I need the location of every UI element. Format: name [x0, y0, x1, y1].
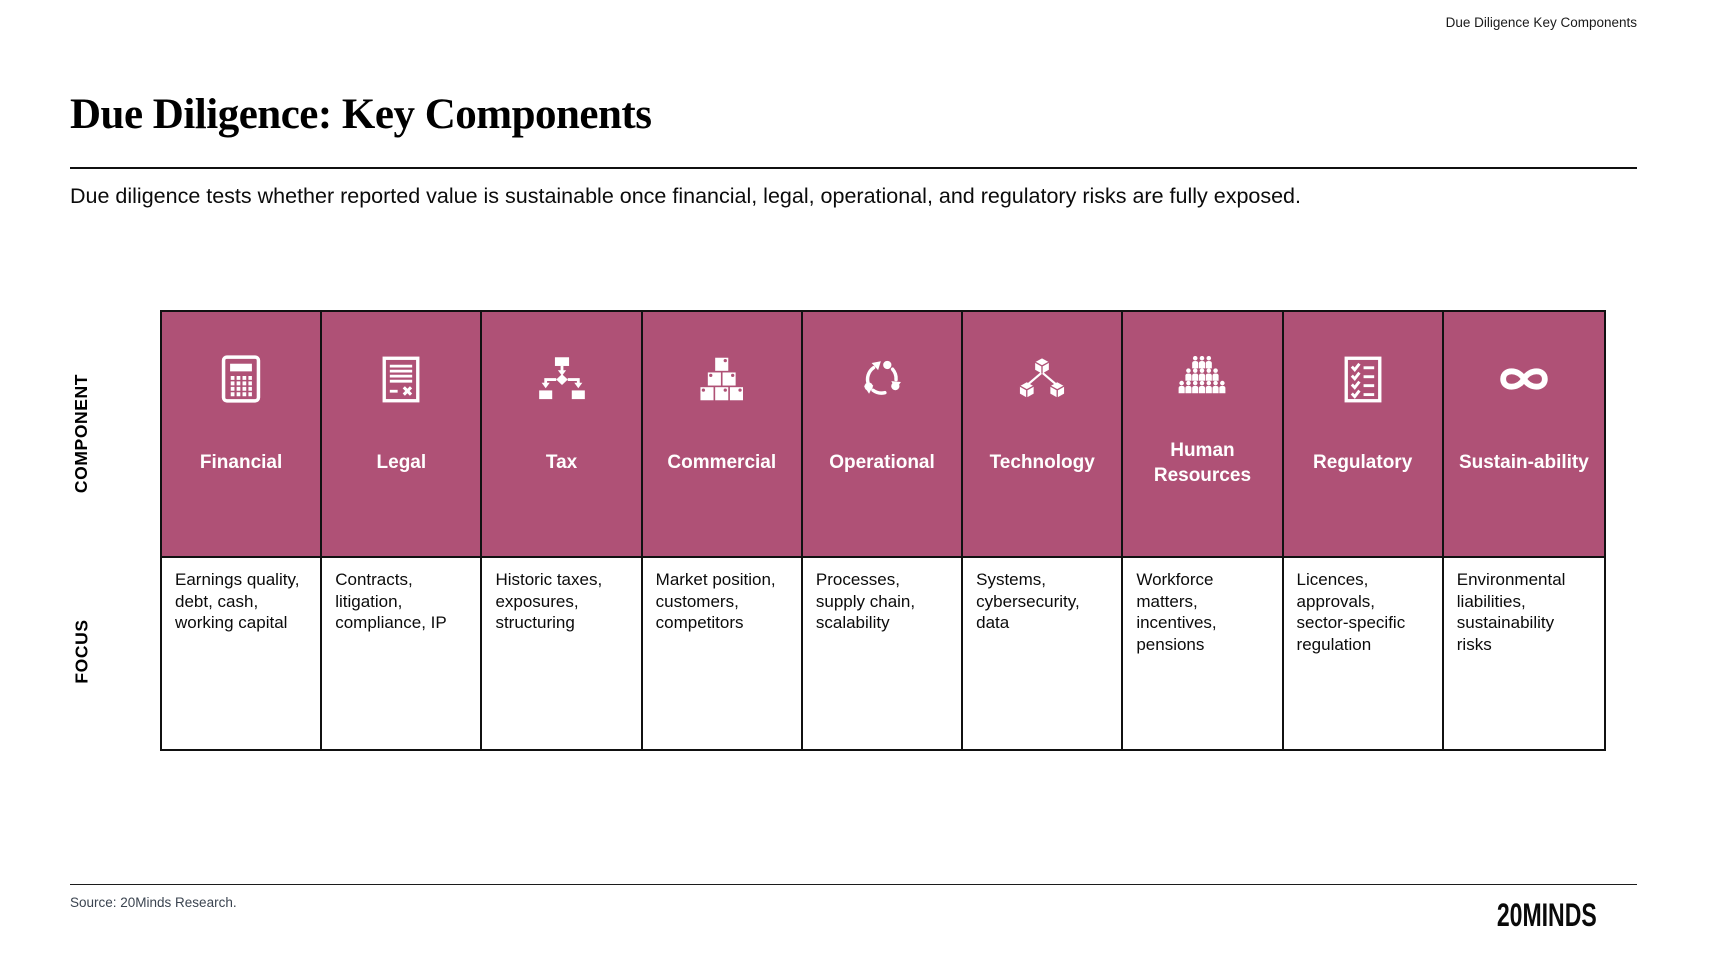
- component-header-human-resources: Human Resources: [1123, 312, 1284, 558]
- running-header: Due Diligence Key Components: [1445, 15, 1637, 30]
- cubes-network-icon: [963, 354, 1121, 404]
- checklist-icon: [1284, 354, 1442, 404]
- component-header-financial: Financial: [162, 312, 323, 558]
- component-label: Commercial: [667, 452, 777, 474]
- page-title: Due Diligence: Key Components: [70, 91, 652, 138]
- title-divider: [70, 167, 1637, 169]
- component-header-sustainability: Sustain-ability: [1443, 312, 1604, 558]
- component-header-technology: Technology: [963, 312, 1124, 558]
- focus-cell-regulatory: Licences, approvals, sector-specific reg…: [1283, 558, 1444, 749]
- focus-cell-operational: Processes, supply chain, scalability: [802, 558, 964, 749]
- footer-divider: [70, 884, 1637, 885]
- focus-cell-technology: Systems, cybersecurity, data: [963, 558, 1124, 749]
- subtitle: Due diligence tests whether reported val…: [70, 184, 1301, 208]
- focus-cell-sustainability: Environmental liabilities, sustainabilit…: [1443, 558, 1604, 749]
- contract-icon: [322, 354, 480, 404]
- people-pyramid-icon: [1123, 354, 1281, 404]
- row-label-component-box: COMPONENT: [56, 310, 108, 556]
- component-header-regulatory: Regulatory: [1283, 312, 1444, 558]
- component-label: Financial: [199, 452, 283, 474]
- component-label: Legal: [376, 452, 427, 474]
- row-label-focus: FOCUS: [71, 619, 92, 684]
- component-label: Regulatory: [1313, 452, 1413, 474]
- infinity-icon: [1444, 354, 1604, 404]
- source-note: Source: 20Minds Research.: [70, 895, 237, 910]
- focus-cell-legal: Contracts, litigation, compliance, IP: [322, 558, 483, 749]
- components-table: Financial: [160, 310, 1606, 751]
- component-label: Operational: [829, 452, 935, 474]
- row-label-focus-box: FOCUS: [56, 556, 108, 747]
- focus-cell-commercial: Market position, customers, competitors: [642, 558, 803, 749]
- component-label: Tax: [545, 452, 578, 474]
- component-label: Sustain-ability: [1458, 452, 1589, 474]
- cycle-arrows-icon: [803, 354, 961, 404]
- focus-cell-human-resources: Workforce matters, incentives, pensions: [1123, 558, 1284, 749]
- component-header-commercial: Commercial: [642, 312, 803, 558]
- component-label: Human Resources: [1153, 439, 1252, 486]
- hierarchy-icon: [482, 354, 640, 404]
- row-label-component: COMPONENT: [71, 373, 92, 493]
- component-header-tax: Tax: [482, 312, 643, 558]
- stacked-boxes-icon: [643, 354, 801, 404]
- company-logo: 20MINDS: [1497, 897, 1597, 933]
- component-header-legal: Legal: [322, 312, 483, 558]
- calculator-icon: [162, 354, 320, 404]
- component-label: Technology: [989, 452, 1095, 474]
- focus-cell-financial: Earnings quality, debt, cash, working ca…: [162, 558, 323, 749]
- component-header-operational: Operational: [802, 312, 964, 558]
- focus-cell-tax: Historic taxes, exposures, structuring: [482, 558, 643, 749]
